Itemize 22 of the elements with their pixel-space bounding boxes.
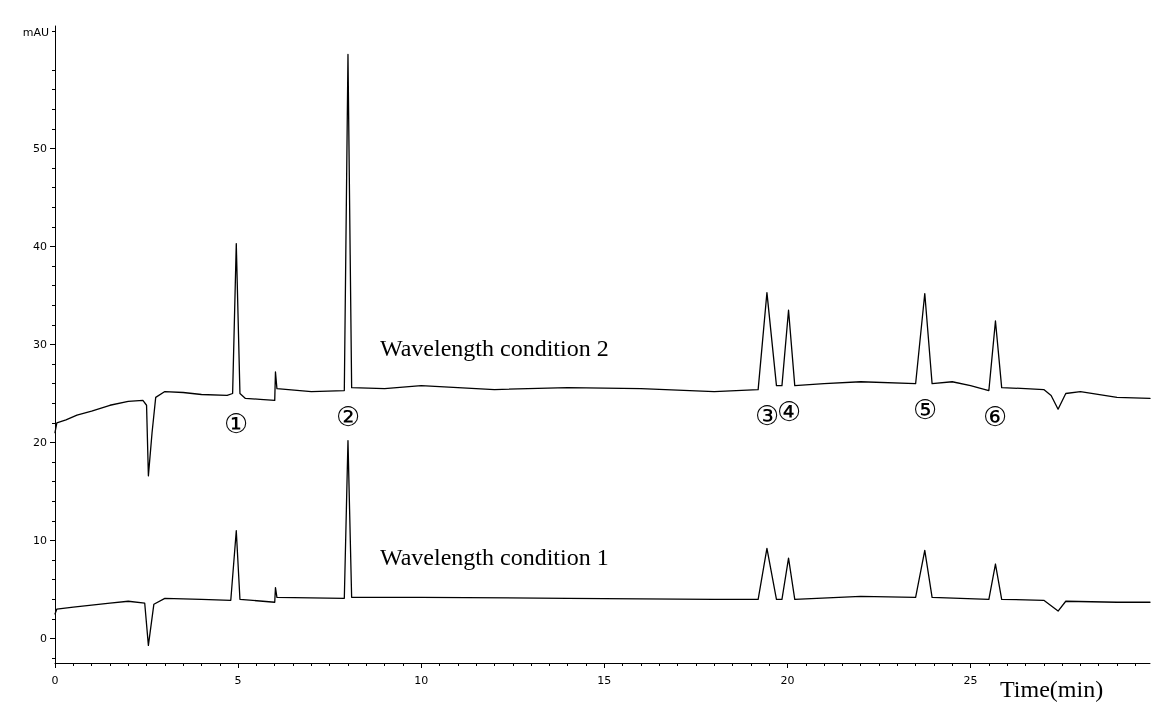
y-tick-label: 30: [33, 338, 47, 351]
series-label: Wavelength condition 2: [379, 334, 609, 361]
annotation: ⑥: [983, 401, 1008, 432]
annotation: ⑤: [912, 394, 937, 425]
x-tick-label: 15: [597, 674, 612, 687]
x-tick-label: 5: [234, 674, 242, 687]
y-tick-label: 20: [33, 436, 47, 449]
y-tick-label: 10: [33, 534, 47, 547]
x-tick-label: 10: [414, 674, 429, 687]
x-tick-label: 25: [963, 674, 978, 687]
series-label: Wavelength condition 1: [379, 544, 609, 571]
y-axis-title: mAU: [22, 26, 49, 39]
y-tick-label: 40: [33, 240, 47, 253]
y-tick-label: 0: [40, 632, 47, 645]
x-tick-label: 20: [780, 674, 795, 687]
annotation: ④: [776, 396, 801, 427]
x-tick-label: 0: [51, 674, 59, 687]
y-tick-label: 50: [33, 142, 47, 155]
annotation: ③: [754, 400, 779, 431]
annotation: ①: [224, 409, 249, 440]
x-axis-title: Time(min): [1000, 676, 1104, 702]
annotation: ②: [335, 401, 360, 432]
